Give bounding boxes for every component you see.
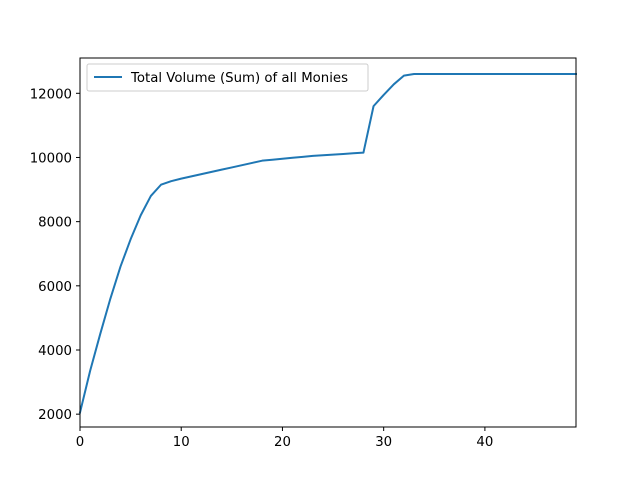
- x-tick-label: 0: [76, 435, 84, 450]
- legend-entry-label: Total Volume (Sum) of all Monies: [130, 71, 348, 86]
- y-tick-label: 6000: [38, 280, 72, 295]
- legend-frame: [86, 63, 369, 92]
- y-tick-label: 12000: [30, 87, 72, 102]
- y-tick-label: 4000: [38, 344, 72, 359]
- y-tick-label: 10000: [30, 151, 72, 166]
- y-tick-label: 2000: [38, 408, 72, 423]
- x-tick-label: 10: [173, 435, 190, 450]
- plot-area: [80, 58, 576, 427]
- y-tick-label: 8000: [38, 216, 72, 231]
- axes-frame: [79, 57, 577, 428]
- y-axis: 2000 4000 6000 8000 10000 12000: [30, 87, 80, 423]
- x-axis: 0 10 20 30 40: [76, 427, 493, 450]
- plot-background: [80, 58, 576, 427]
- series-line-0: [78, 73, 577, 414]
- x-tick-label: 40: [476, 435, 493, 450]
- series-layer: [78, 73, 577, 414]
- legend: Total Volume (Sum) of all Monies: [86, 63, 369, 92]
- x-tick-label: 20: [274, 435, 291, 450]
- x-tick-label: 30: [375, 435, 392, 450]
